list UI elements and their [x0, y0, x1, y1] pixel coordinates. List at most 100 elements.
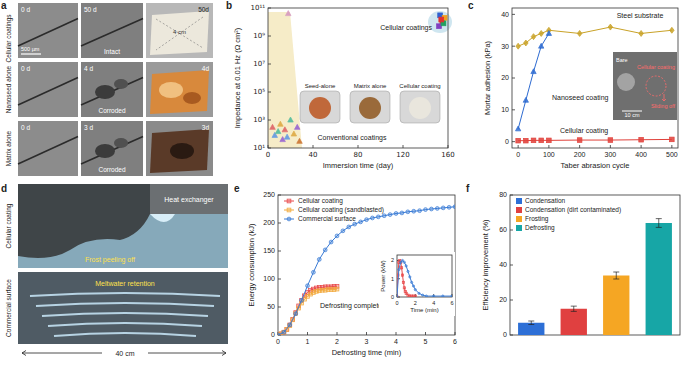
y-tick-label: 150 [263, 247, 275, 254]
x-tick [268, 145, 269, 148]
legend-label: Commercial surface [298, 215, 356, 222]
x-tick [403, 145, 404, 148]
corrosion [114, 79, 128, 89]
legend-swatch [516, 198, 522, 204]
y-tick-label: 2 [391, 257, 394, 263]
axes: 020406080Efficiency improvement (%) [481, 191, 680, 338]
data-point [365, 218, 369, 222]
annotation: Seed-alone [305, 83, 336, 89]
axes: 0102030400100200300400500Taber abrasion … [483, 8, 678, 170]
bar [646, 223, 672, 335]
meltwater [36, 303, 214, 306]
data-point [577, 138, 582, 143]
annotation: 10 cm [625, 112, 640, 118]
row-label: Cellular coating [5, 203, 13, 248]
series-label: Cellular coating [560, 127, 608, 135]
data-point [382, 214, 386, 218]
legend-marker [287, 199, 291, 203]
data-point [524, 138, 529, 143]
plate [150, 129, 209, 173]
meltwater [48, 323, 202, 326]
plate [150, 11, 209, 55]
x-tick [452, 294, 453, 297]
data-point [418, 209, 422, 213]
data-point [670, 137, 675, 142]
y-tick-label: 80 [499, 191, 507, 198]
sample [359, 97, 381, 119]
data-point [441, 206, 445, 210]
annotation: Cellular coating [637, 64, 675, 70]
y-tick-label: 40 [499, 261, 507, 268]
y-tick-label: 1 [391, 276, 394, 282]
x-tick-label: 40 [309, 151, 318, 159]
x-tick-label: 3 [365, 338, 369, 345]
scale-bar-label: 40 cm [115, 350, 134, 357]
data-point [288, 323, 292, 327]
legend: CondensationCondensation (dirt contamina… [516, 197, 621, 232]
corrosion [95, 85, 115, 99]
data-point [425, 295, 427, 297]
y-axis-label: Impedance at 0.01 Hz (Ω cm²) [233, 27, 242, 128]
data-point [335, 287, 339, 291]
plot-frame [278, 195, 455, 335]
error-bar [528, 321, 534, 325]
data-point [407, 270, 409, 272]
legend-label: Cellular coating [298, 197, 343, 205]
frost [150, 214, 175, 222]
data-point [411, 281, 413, 283]
data-point [402, 281, 404, 283]
panel-label: e [234, 183, 240, 194]
data-point [394, 212, 398, 216]
data-point [539, 138, 544, 143]
data-point [412, 209, 416, 213]
y-tick-label: 250 [263, 191, 275, 198]
photo [18, 272, 228, 344]
y-tick-label: 200 [263, 219, 275, 226]
x-tick-label: 80 [354, 151, 363, 159]
plot-frame [512, 8, 678, 148]
x-tick [337, 332, 338, 335]
image-label: 0 d [21, 6, 30, 13]
error-bar [656, 219, 662, 228]
rust [183, 92, 201, 104]
data-point [437, 24, 442, 29]
data-point [403, 261, 405, 263]
data-point [288, 323, 292, 327]
y-tick [268, 92, 271, 93]
corrosion [95, 144, 115, 158]
data-point [278, 333, 280, 335]
annotation: Cellular coating [399, 83, 440, 89]
legend: Cellular coatingCellular coating (sandbl… [284, 197, 384, 222]
data-point [409, 276, 411, 278]
data-point [312, 270, 316, 274]
corrosion [114, 138, 128, 148]
data-point [300, 298, 304, 302]
x-tick-label: 2 [414, 300, 417, 306]
scratch [18, 18, 78, 46]
micrograph [18, 3, 78, 58]
data-point [516, 43, 521, 49]
y-tick-label: 0 [271, 331, 275, 338]
x-tick-label: 500 [666, 151, 678, 158]
y-tick-label: 30 [501, 43, 509, 50]
data-point [430, 207, 434, 211]
y-tick [268, 148, 271, 149]
x-tick-label: 0 [266, 151, 270, 159]
y-tick-label: 100 [263, 275, 275, 282]
x-tick [548, 145, 549, 148]
plot-frame [397, 255, 452, 297]
data-point [282, 330, 286, 334]
data-point [639, 30, 644, 36]
data-point [418, 292, 420, 294]
data-point [539, 30, 544, 36]
data-point [291, 131, 297, 136]
data-point [524, 40, 529, 46]
y-tick [510, 195, 513, 196]
y-tick [268, 64, 271, 65]
y-tick-label: 10⁹ [253, 32, 265, 40]
image-label: 4 d [84, 65, 93, 72]
plot-area [518, 219, 672, 335]
data-point [433, 295, 435, 297]
x-tick [518, 145, 519, 148]
data-point [329, 240, 333, 244]
